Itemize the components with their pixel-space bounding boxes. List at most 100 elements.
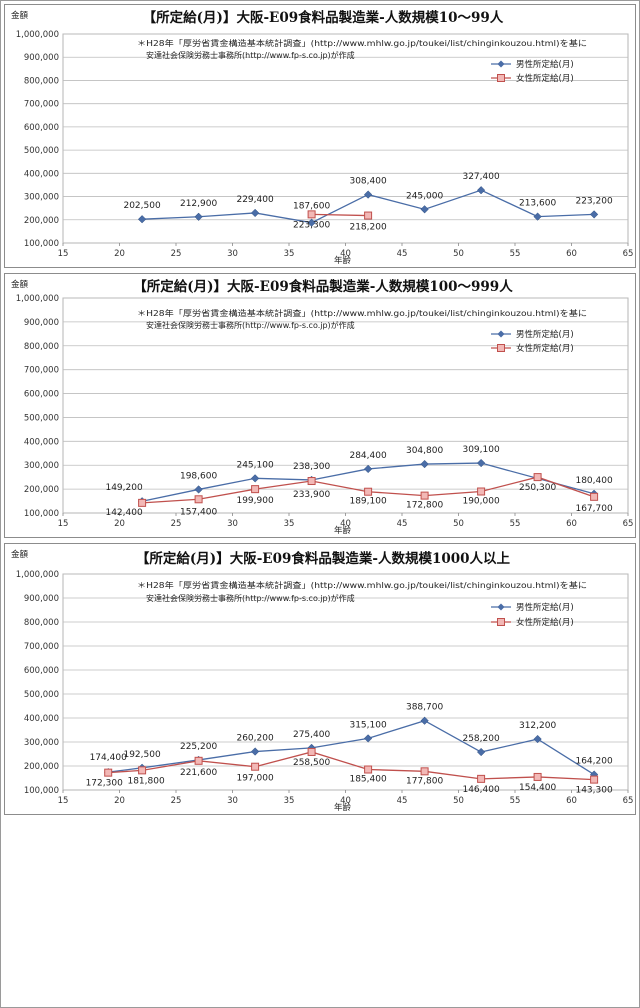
data-point-male [250,747,260,756]
y-tick-label: 800,000 [24,618,59,628]
data-point-female [420,491,429,500]
y-tick-label: 600,000 [24,666,59,676]
data-label: 143,300 [575,786,612,796]
y-tick-label: 200,000 [24,216,59,226]
data-label: 260,200 [236,734,273,744]
data-point-female [477,774,486,783]
legend-label: 女性所定給(月) [516,343,574,354]
y-tick-label: 200,000 [24,485,59,495]
data-point-male [589,210,599,219]
data-label: 149,200 [105,483,142,493]
x-axis-title: 年齢 [334,525,352,536]
y-tick-label: 100,000 [24,239,59,249]
data-label: 309,100 [462,445,499,455]
data-point-female [364,765,373,774]
chart-title: 【所定給(月)】大阪-E09食料品製造業-人数規模10～99人 [143,9,504,26]
y-tick-label: 1,000,000 [16,570,59,580]
data-label: 172,300 [86,779,123,789]
data-label: 146,400 [462,785,499,795]
data-label: 185,400 [349,775,386,785]
data-point-male [533,212,542,221]
source-note-line-1: ＊H28年「厚労省賃金構造基本統計調査」(http://www.mhlw.go.… [137,580,587,590]
chart-panel-1: 100,000 200,000 300,000 400,000 500,000 600,0… [4,4,636,268]
series-line-female [311,213,369,217]
data-label: 250,300 [519,483,556,493]
y-tick-label: 600,000 [24,390,59,400]
data-point-female [477,487,486,496]
y-axis-title: 金額 [11,549,29,560]
chart-panel-3: 100,000 200,000 300,000 400,000 500,000 600,0… [4,543,636,815]
data-point-male [250,474,260,483]
x-tick-label: 20 [114,249,125,259]
y-tick-label: 700,000 [24,642,59,652]
legend-label: 女性所定給(月) [516,73,574,84]
data-point-male [476,747,486,757]
legend-marker-female [497,618,505,626]
legend-label: 男性所定給(月) [516,602,574,613]
data-label: 258,200 [462,734,499,744]
x-tick-label: 30 [227,796,238,806]
data-label: 304,800 [406,446,443,456]
x-tick-label: 35 [284,249,295,259]
data-label: 327,400 [462,172,499,182]
data-point-male [194,485,203,494]
y-tick-label: 700,000 [24,366,59,376]
x-tick-label: 65 [623,796,634,806]
chart-svg-1: 100,000 200,000 300,000 400,000 500,000 600,0… [11,9,633,266]
y-tick-label: 900,000 [24,53,59,63]
x-tick-label: 35 [284,796,295,806]
x-tick-label: 40 [340,249,351,259]
x-tick-label: 15 [58,519,69,529]
data-point-male [476,186,486,195]
data-point-male [194,212,203,221]
y-tick-label: 1,000,000 [16,294,59,304]
x-tick-label: 25 [171,796,182,806]
x-axis-title: 年齢 [334,255,352,266]
x-tick-label: 35 [284,519,295,529]
y-tick-label: 300,000 [24,461,59,471]
legend-marker-male [497,603,505,611]
data-label: 164,200 [575,757,612,767]
data-label: 284,400 [349,451,386,461]
chart-title: 【所定給(月)】大阪-E09食料品製造業-人数規模100～999人 [133,278,513,295]
data-label: 172,800 [406,501,443,511]
data-point-male [307,218,316,227]
y-axis-title: 金額 [11,279,29,290]
x-tick-label: 65 [623,519,634,529]
data-point-male [250,208,260,218]
x-tick-label: 60 [566,249,577,259]
chart-title: 【所定給(月)】大阪-E09食料品製造業-人数規模1000人以上 [136,550,511,567]
data-point-male [420,205,429,214]
x-tick-label: 45 [397,249,408,259]
source-note-line-2: 安達社会保険労務士事務所(http://www.fp-s.co.jp)が作成 [146,50,355,60]
data-label: 189,100 [349,497,386,507]
y-tick-label: 800,000 [24,76,59,86]
data-point-female [307,747,316,756]
y-tick-label: 200,000 [24,762,59,772]
data-point-female [194,495,203,504]
data-label: 308,400 [349,177,386,187]
x-tick-label: 40 [340,796,351,806]
x-tick-label: 30 [227,519,238,529]
x-tick-label: 50 [453,249,464,259]
data-label: 199,900 [236,496,273,506]
data-label: 221,600 [180,768,217,778]
plot-area [62,33,629,244]
data-label: 245,000 [406,191,443,201]
chart-svg-3: 100,000 200,000 300,000 400,000 500,000 600,0… [11,549,634,813]
x-tick-label: 55 [510,519,521,529]
legend-marker-female [497,74,505,82]
data-point-female [364,487,373,496]
data-point-female [138,766,147,775]
data-label: 142,400 [105,508,142,518]
data-point-male [533,734,542,744]
data-label: 238,300 [293,462,330,472]
y-tick-label: 900,000 [24,318,59,328]
data-point-female [307,210,316,219]
y-tick-label: 500,000 [24,690,59,700]
data-label: 258,500 [293,758,330,768]
x-tick-label: 40 [340,519,351,529]
chart-svg-2: 100,000 200,000 300,000 400,000 500,000 600,0… [11,278,634,536]
y-tick-label: 400,000 [24,169,59,179]
data-point-male [420,459,429,469]
